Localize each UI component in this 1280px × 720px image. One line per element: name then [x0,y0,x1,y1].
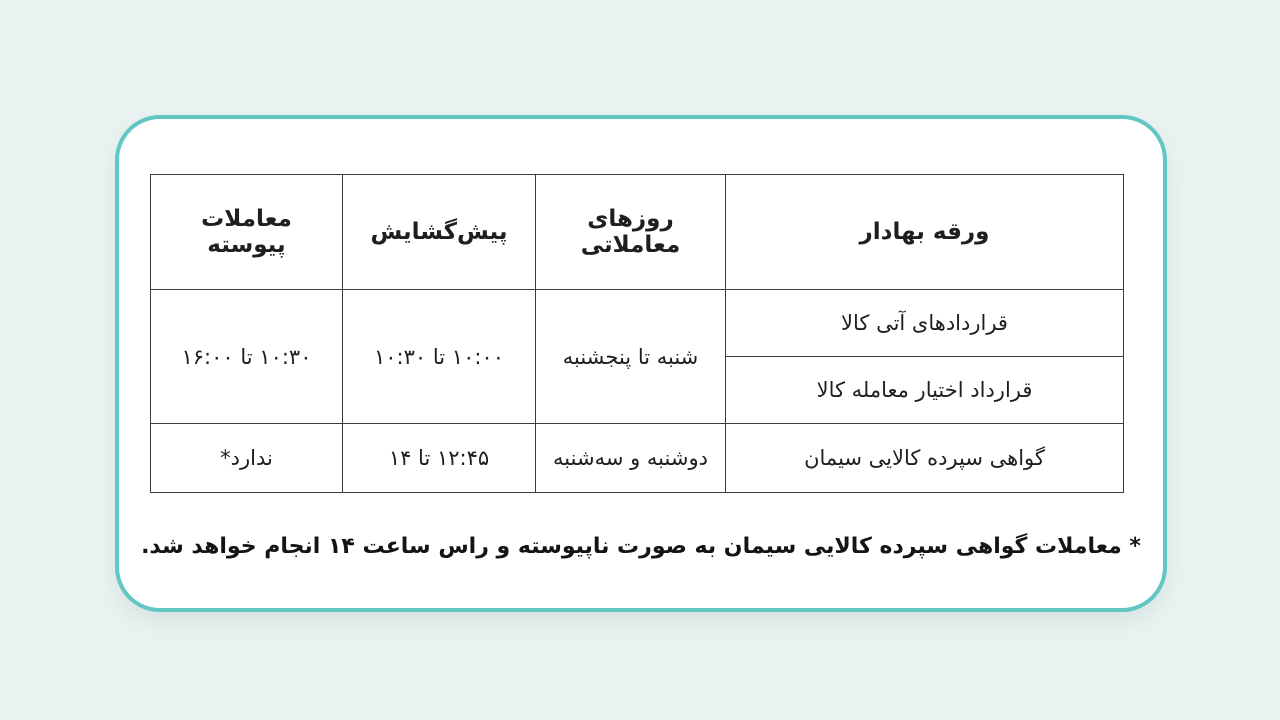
column-header-security: ورقه بهادار [725,174,1124,290]
cell-days-mon-tue: دوشنبه و سه‌شنبه [535,423,726,493]
header-row: ورقه بهادار روزهای معاملاتی پیش‌گشایش مع… [150,174,1124,290]
column-header-pre-opening: پیش‌گشایش [342,174,536,290]
column-header-continuous-trading: معاملات پیوسته [150,174,343,290]
table-row: قراردادهای آتی کالا شنبه تا پنجشنبه ۱۰:۰… [150,289,1124,424]
trading-schedule-table: ورقه بهادار روزهای معاملاتی پیش‌گشایش مع… [150,174,1124,493]
cell-preopening-group1: ۱۰:۰۰ تا ۱۰:۳۰ [342,289,536,424]
cell-continuous-group1: ۱۰:۳۰ تا ۱۶:۰۰ [150,289,343,424]
cell-security-futures: قراردادهای آتی کالا [725,289,1124,357]
cell-security-options: قرارداد اختیار معامله کالا [725,356,1124,424]
column-header-trading-days: روزهای معاملاتی [535,174,726,290]
schedule-card: ورقه بهادار روزهای معاملاتی پیش‌گشایش مع… [115,115,1167,612]
cell-preopening-group2: ۱۲:۴۵ تا ۱۴ [342,423,536,493]
cell-security-cement-deposit: گواهی سپرده کالایی سیمان [725,423,1124,493]
table-row: قرارداد اختیار معامله کالا [151,356,1124,424]
footnote-text: * معاملات گواهی سپرده کالایی سیمان به صو… [141,534,1141,559]
cell-continuous-group2: ندارد* [150,423,343,493]
table-row: گواهی سپرده کالایی سیمان دوشنبه و سه‌شنب… [150,423,1124,493]
cell-days-sat-thu: شنبه تا پنجشنبه [535,289,726,424]
